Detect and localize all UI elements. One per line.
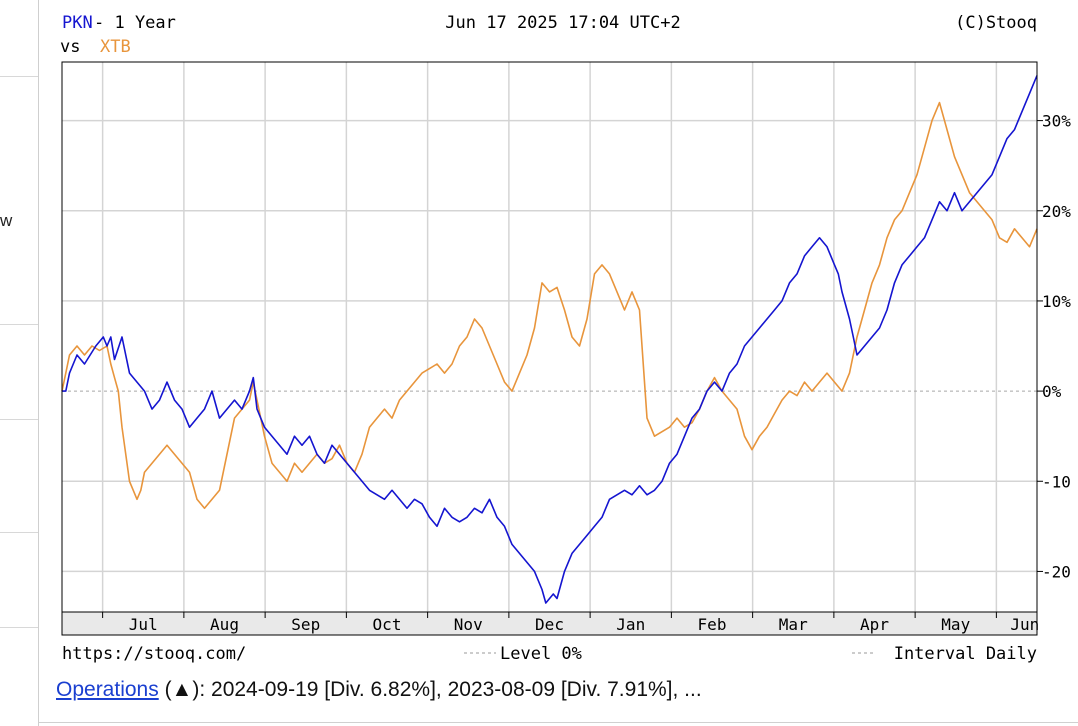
x-tick-label: Aug xyxy=(210,615,239,634)
y-tick-label: 30% xyxy=(1042,112,1071,131)
stock-chart: 30% 20% 10% 0% -10 -20 Jul Aug Sep Oct Nov Dec Jan F… xyxy=(60,13,1071,664)
header-copyright[interactable]: (C)Stooq xyxy=(955,13,1037,33)
x-tick-label: Feb xyxy=(698,615,727,634)
level-legend: Level 0% xyxy=(500,644,582,664)
vs-label: vs xyxy=(60,37,80,57)
x-tick-label: Jun xyxy=(1010,615,1039,634)
x-tick-label: Nov xyxy=(454,615,483,634)
sidebar-divider xyxy=(0,532,38,533)
series-line-xtb xyxy=(61,101,1038,510)
sidebar-divider xyxy=(0,76,38,77)
series-line-pkn xyxy=(62,75,1038,604)
compare-symbol[interactable]: XTB xyxy=(100,37,131,57)
left-sidebar-panel: w xyxy=(0,0,39,726)
x-axis-band xyxy=(61,611,1038,636)
sidebar-divider xyxy=(0,324,38,325)
sidebar-divider xyxy=(0,419,38,420)
x-tick-label: Jul xyxy=(129,615,158,634)
x-tick-label: Sep xyxy=(291,615,320,634)
x-axis: Jul Aug Sep Oct Nov Dec Jan Feb Mar Apr May Jun xyxy=(102,612,1039,634)
x-tick-label: Jan xyxy=(616,615,645,634)
operations-text: 2024-09-19 [Div. 6.82%], 2023-08-09 [Div… xyxy=(211,678,702,701)
operations-line: Operations (▲): 2024-09-19 [Div. 6.82%],… xyxy=(56,678,702,702)
header-symbol[interactable]: PKN xyxy=(62,13,93,33)
operations-marker: (▲): xyxy=(158,678,212,701)
interval-legend: Interval Daily xyxy=(894,644,1037,664)
bottom-divider xyxy=(38,722,1078,723)
x-tick-label: Apr xyxy=(860,615,889,634)
header-period: - 1 Year xyxy=(94,13,176,33)
header-datetime: Jun 17 2025 17:04 UTC+2 xyxy=(445,13,680,33)
sidebar-divider xyxy=(0,627,38,628)
y-tick-label: 10% xyxy=(1042,292,1071,311)
footer-url[interactable]: https://stooq.com/ xyxy=(62,644,246,664)
y-tick-label: 20% xyxy=(1042,202,1071,221)
x-tick-label: Oct xyxy=(373,615,402,634)
x-tick-label: May xyxy=(941,615,970,634)
sidebar-partial-text: w xyxy=(0,211,13,230)
vertical-gridlines xyxy=(101,62,998,612)
series-layer xyxy=(61,75,1038,604)
x-tick-label: Mar xyxy=(779,615,808,634)
y-tick-label: -20 xyxy=(1042,562,1071,581)
x-tick-label: Dec xyxy=(535,615,564,634)
y-axis: 30% 20% 10% 0% -10 -20 xyxy=(1037,112,1071,581)
plot-frame xyxy=(61,61,1038,613)
y-tick-label: 0% xyxy=(1042,382,1062,401)
horizontal-gridlines xyxy=(62,119,1037,573)
y-tick-label: -10 xyxy=(1042,472,1071,491)
operations-link[interactable]: Operations xyxy=(56,678,159,701)
